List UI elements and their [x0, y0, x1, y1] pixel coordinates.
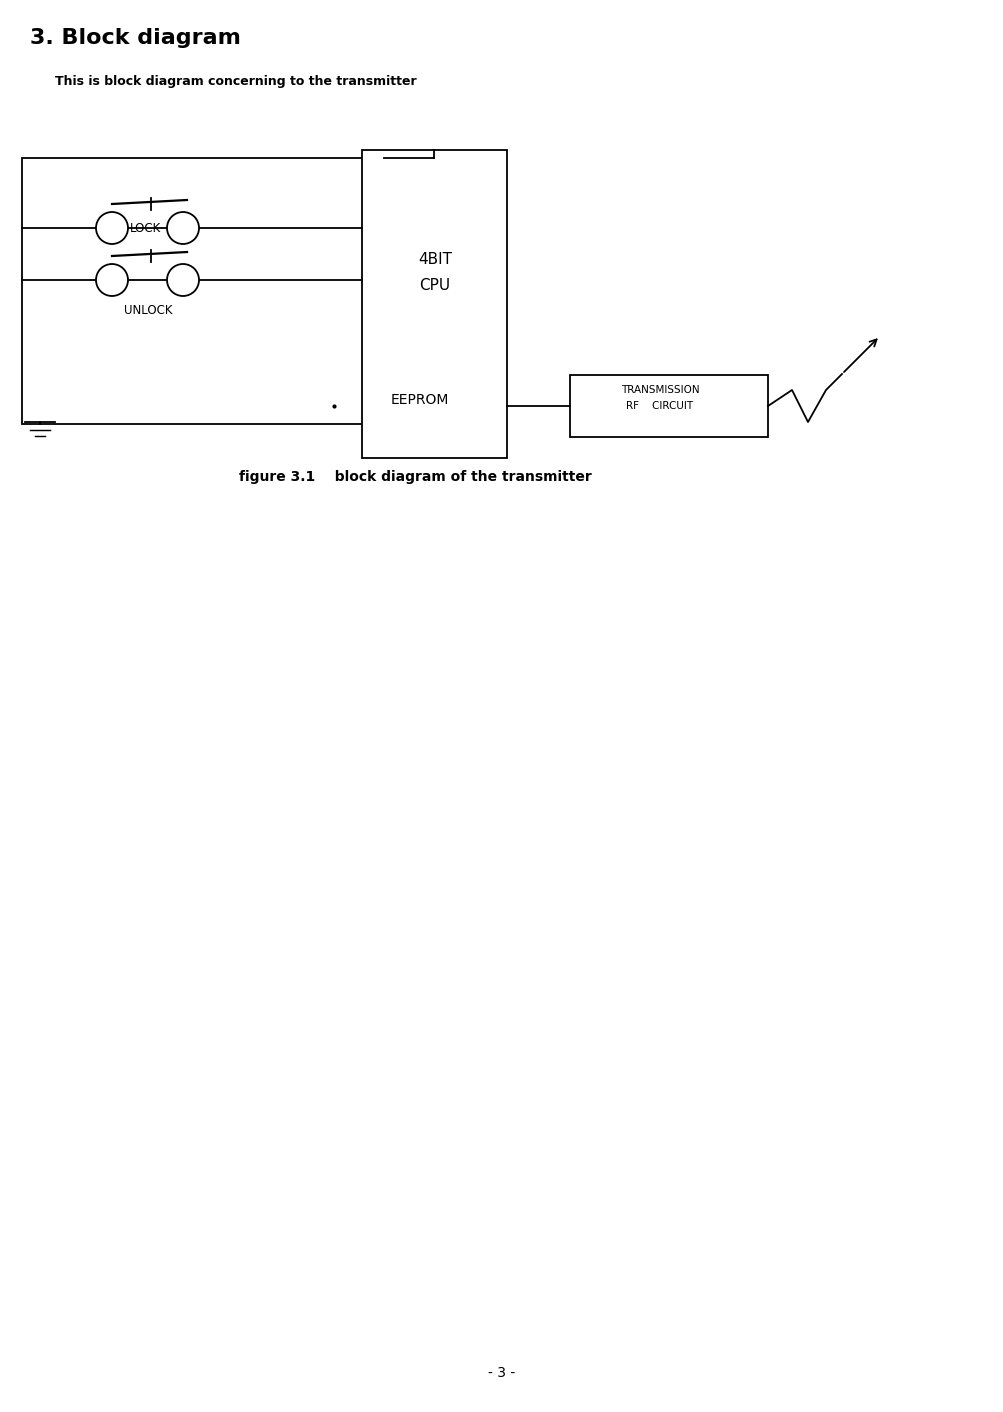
Text: TRANSMISSION: TRANSMISSION — [620, 385, 699, 395]
Bar — [22, 158, 383, 424]
Text: CPU: CPU — [419, 278, 450, 292]
Circle shape — [96, 264, 127, 297]
Text: EEPROM: EEPROM — [390, 393, 448, 407]
Circle shape — [96, 212, 127, 244]
Text: LOCK: LOCK — [129, 222, 161, 234]
Text: 3. Block diagram: 3. Block diagram — [30, 28, 241, 48]
Bar — [570, 376, 767, 436]
Text: 4BIT: 4BIT — [417, 253, 451, 267]
Text: RF    CIRCUIT: RF CIRCUIT — [626, 401, 693, 411]
Text: figure 3.1    block diagram of the transmitter: figure 3.1 block diagram of the transmit… — [239, 470, 591, 484]
Text: UNLOCK: UNLOCK — [123, 304, 173, 318]
Text: - 3 -: - 3 - — [487, 1365, 516, 1380]
Circle shape — [166, 212, 199, 244]
Text: This is block diagram concerning to the transmitter: This is block diagram concerning to the … — [55, 75, 416, 88]
Bar — [362, 150, 507, 457]
Circle shape — [166, 264, 199, 297]
